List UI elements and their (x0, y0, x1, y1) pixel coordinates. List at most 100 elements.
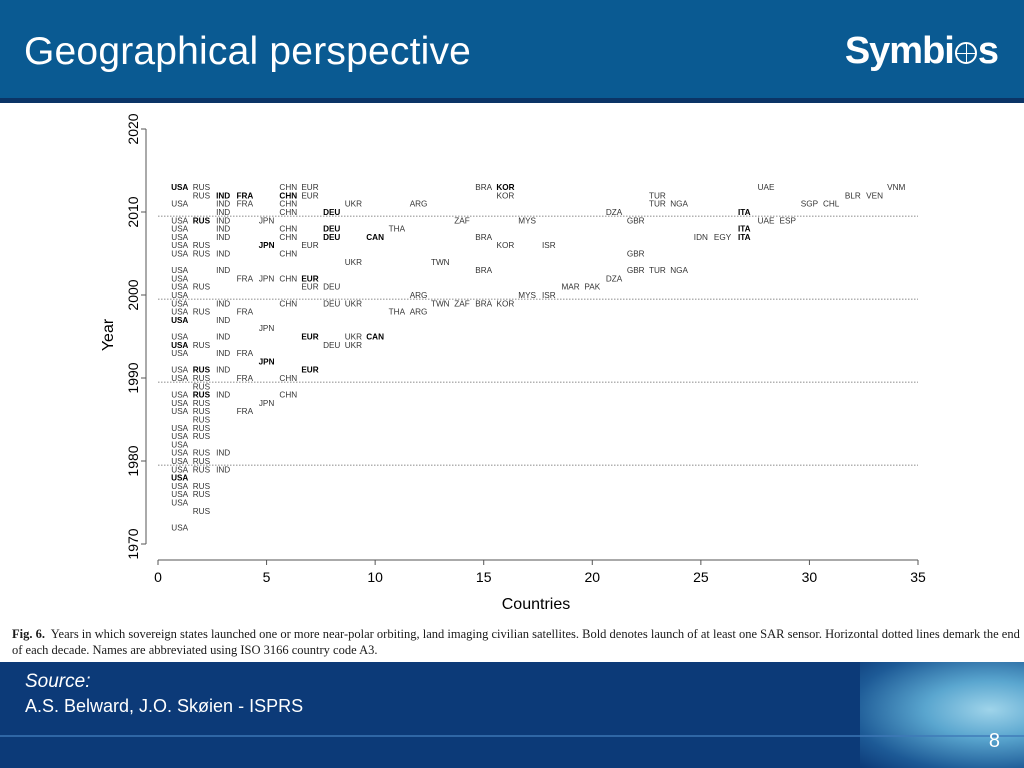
point-label: USA (171, 465, 188, 474)
point-label: IND (216, 225, 230, 234)
point-label: TWN (431, 299, 450, 308)
point-label: CHN (279, 374, 297, 383)
point-label: RUS (193, 449, 211, 458)
point-label: USA (171, 250, 188, 259)
caption-fig-label: Fig. 6. (12, 627, 45, 641)
point-label: EUR (301, 333, 318, 342)
figure-caption: Fig. 6. Years in which sovereign states … (12, 626, 1024, 658)
y-tick-label: 1970 (125, 528, 141, 559)
point-label: CHN (279, 200, 297, 209)
point-label: IND (216, 233, 230, 242)
point-label: NGA (670, 200, 688, 209)
point-label: FRA (237, 308, 254, 317)
point-label: FRA (237, 274, 254, 283)
point-label: USA (171, 200, 188, 209)
point-label: MYS (518, 291, 536, 300)
point-label: IND (216, 333, 230, 342)
point-label: RUS (193, 482, 211, 491)
point-label: IND (216, 200, 230, 209)
point-label: ITA (738, 225, 751, 234)
logo-text-part2: s (977, 30, 999, 72)
slide-header: Geographical perspective Symbi s (0, 0, 1024, 100)
point-label: RUS (193, 183, 211, 192)
point-label: GBR (627, 266, 645, 275)
y-tick-label: 1980 (125, 445, 141, 476)
point-label: DEU (323, 299, 340, 308)
point-label: IND (216, 250, 230, 259)
point-label: USA (171, 440, 188, 449)
point-label: UKR (345, 200, 362, 209)
point-label: CHN (279, 225, 297, 234)
point-label: RUS (193, 391, 211, 400)
point-label: USA (171, 499, 188, 508)
point-label: BLR (845, 191, 861, 200)
decade-lines (158, 215, 918, 466)
point-label: NGA (670, 266, 688, 275)
logo-globe-icon (954, 42, 977, 64)
point-label: GBR (627, 250, 645, 259)
point-label: MAR (561, 283, 579, 292)
point-label: UKR (345, 333, 362, 342)
point-label: BRA (475, 266, 492, 275)
point-label: USA (171, 299, 188, 308)
point-label: CHN (279, 250, 297, 259)
point-label: DEU (323, 341, 340, 350)
footer-divider (0, 735, 1024, 737)
point-label: JPN (259, 357, 275, 366)
point-label: RUS (193, 432, 211, 441)
point-label: IDN (694, 233, 708, 242)
point-label: DZA (606, 208, 623, 217)
point-label: THA (389, 308, 406, 317)
point-label: RUS (193, 382, 211, 391)
point-label: EUR (301, 283, 318, 292)
point-label: JPN (259, 216, 275, 225)
point-label: IND (216, 316, 230, 325)
point-label: ISR (542, 241, 556, 250)
point-label: USA (171, 308, 188, 317)
x-tick-label: 0 (154, 569, 162, 585)
point-label: RUS (193, 507, 211, 516)
point-label: USA (171, 341, 188, 350)
point-label: RUS (193, 490, 211, 499)
footer-decoration (860, 662, 1024, 768)
point-label: RUS (193, 416, 211, 425)
point-label: PAK (584, 283, 600, 292)
point-label: USA (171, 225, 188, 234)
point-label: IND (216, 391, 230, 400)
point-label: EUR (301, 183, 318, 192)
point-label: VNM (887, 183, 905, 192)
point-label: EGY (714, 233, 732, 242)
logo-text-part1: Symbi (844, 30, 955, 72)
x-tick-label: 15 (476, 569, 492, 585)
point-label: ARG (410, 200, 428, 209)
point-label: CAN (366, 333, 384, 342)
point-label: BRA (475, 299, 492, 308)
point-label: USA (171, 482, 188, 491)
point-label: USA (171, 233, 188, 242)
point-label: RUS (193, 191, 211, 200)
x-tick-label: 25 (693, 569, 709, 585)
point-label: USA (171, 216, 188, 225)
point-label: RUS (193, 216, 211, 225)
point-label: ZAF (454, 216, 469, 225)
point-label: RUS (193, 399, 211, 408)
point-label: ARG (410, 308, 428, 317)
point-label: CHN (279, 299, 297, 308)
point-label: BRA (475, 183, 492, 192)
y-axis-label: Year (100, 318, 117, 351)
source-text: A.S. Belward, J.O. Skøien - ISPRS (25, 696, 304, 716)
point-label: EUR (301, 274, 318, 283)
caption-text: Years in which sovereign states launched… (12, 627, 1020, 657)
point-label: JPN (259, 324, 275, 333)
point-label: UKR (345, 299, 362, 308)
point-label: DEU (323, 225, 340, 234)
point-label: USA (171, 183, 188, 192)
x-tick-label: 10 (367, 569, 383, 585)
point-label: USA (171, 424, 188, 433)
point-label: IND (216, 299, 230, 308)
point-label: ZAF (454, 299, 469, 308)
point-label: USA (171, 316, 188, 325)
header-divider (0, 98, 1024, 103)
point-label: IND (216, 216, 230, 225)
point-label: CHN (279, 208, 297, 217)
